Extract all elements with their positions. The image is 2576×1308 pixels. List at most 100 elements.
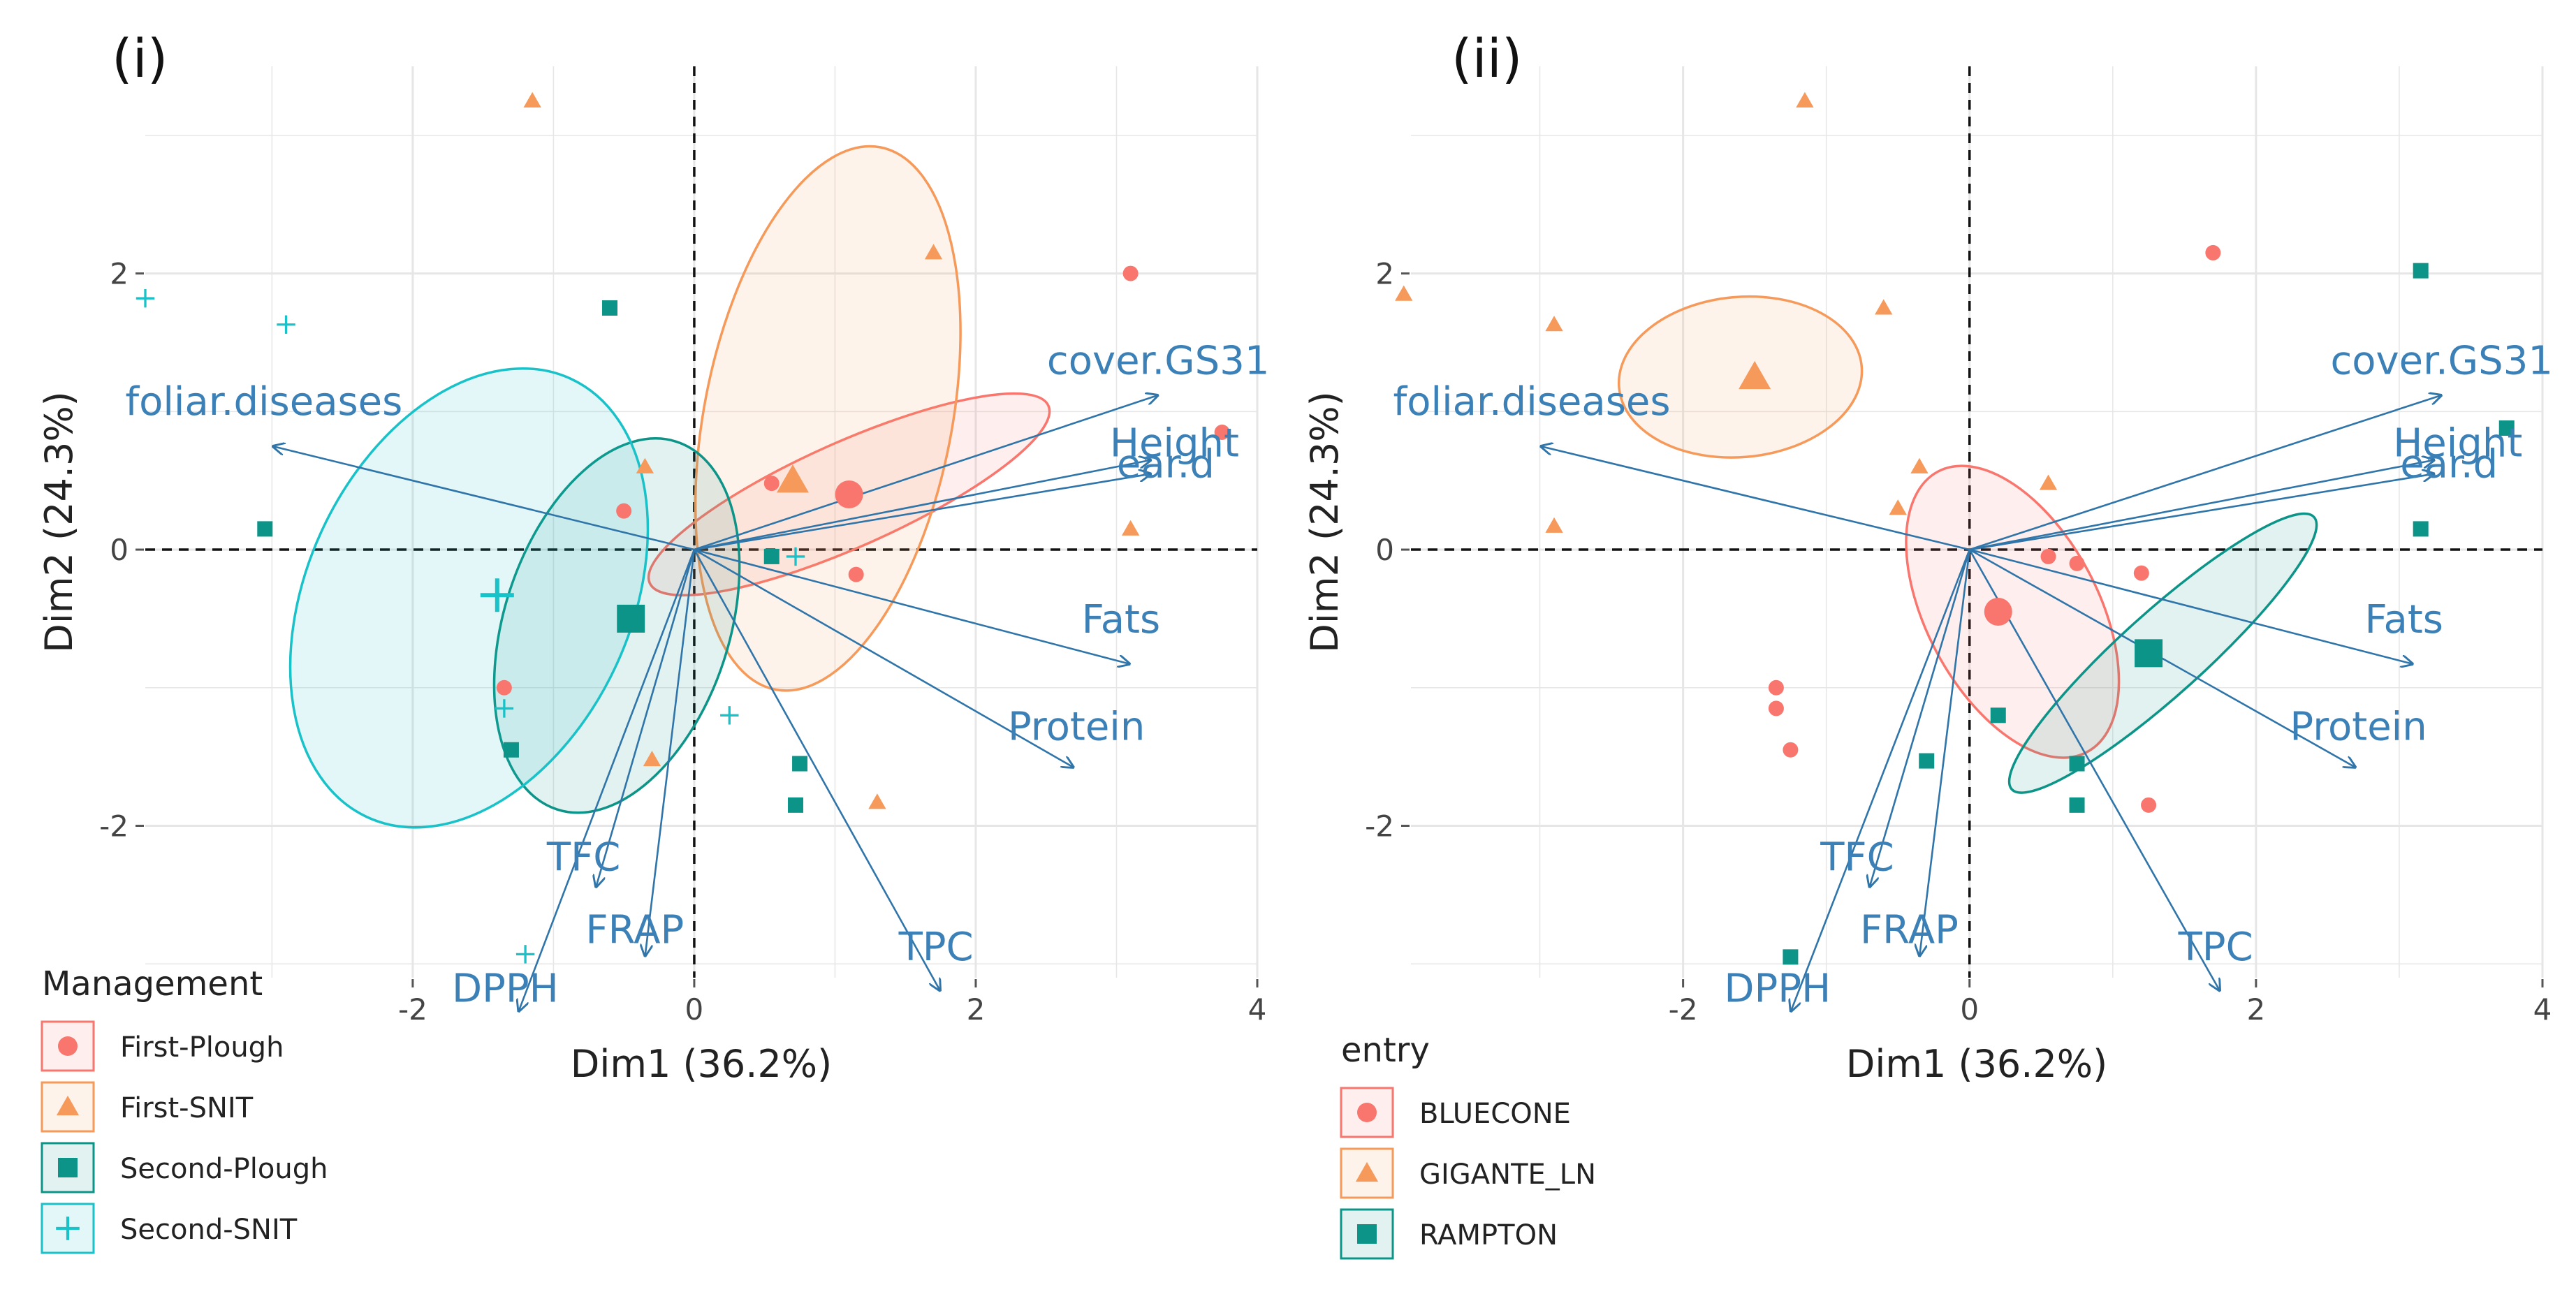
point-second-snit — [495, 699, 514, 718]
centroid-gigante-ln — [1739, 360, 1771, 390]
variable-label-protein: Protein — [1008, 704, 1145, 749]
point-second-plough — [792, 756, 808, 772]
point-first-plough — [763, 476, 780, 492]
variable-label-ear-d: ear.d — [1117, 441, 1215, 487]
x-tick-label: 0 — [1960, 992, 1979, 1027]
point-rampton — [1990, 707, 2006, 723]
ellipse-second-plough — [492, 437, 741, 814]
legend-label-bluecone: BLUECONE — [1419, 1098, 1571, 1130]
arrow-fats — [1969, 548, 2414, 664]
arrow-tpc — [693, 549, 941, 992]
point-rampton — [1783, 949, 1799, 965]
point-rampton — [2498, 420, 2515, 436]
y-tick-label: 0 — [110, 533, 129, 567]
arrow-cover-gs31 — [694, 395, 1159, 551]
point-gigante-ln — [1910, 457, 1929, 473]
point-second-snit — [277, 315, 295, 334]
confidence-ellipses — [1617, 295, 2318, 794]
variable-label-fats: Fats — [2364, 597, 2443, 642]
point-rampton — [2413, 263, 2429, 279]
point-second-plough — [503, 742, 519, 758]
variable-label-frap: FRAP — [1860, 907, 1959, 953]
variable-label-cover-gs31: cover.GS31 — [2330, 339, 2553, 384]
centroid-second-plough — [617, 604, 645, 633]
legend-symbol-second-plough — [58, 1158, 78, 1177]
point-bluecone — [2069, 555, 2085, 571]
arrow-dpph — [1790, 549, 1970, 1012]
y-tick-label: 0 — [1375, 533, 1394, 567]
panel-label: (ii) — [1451, 27, 1523, 89]
arrow-cover-gs31 — [1969, 395, 2443, 551]
point-bluecone — [1768, 679, 1784, 696]
point-second-plough — [788, 797, 804, 813]
data-points — [1395, 91, 2515, 965]
point-gigante-ln — [1875, 299, 1893, 315]
arrow-tfc — [596, 549, 696, 888]
variable-label-foliar-diseases: foliar.diseases — [1393, 379, 1671, 425]
point-gigante-ln — [2039, 474, 2058, 490]
variable-label-dpph: DPPH — [452, 966, 559, 1011]
ellipse-gigante-ln — [1617, 295, 1864, 459]
panel-label: (i) — [112, 27, 168, 89]
x-tick-label: -2 — [1669, 992, 1698, 1027]
point-second-snit — [136, 288, 155, 308]
point-gigante-ln — [1889, 499, 1907, 515]
legend-symbol-first-snit — [56, 1095, 80, 1116]
point-first-snit — [868, 793, 886, 809]
variable-label-tfc: TFC — [1820, 835, 1894, 880]
arrow-fats — [694, 548, 1131, 664]
ellipse-first-snit — [694, 145, 962, 692]
centroid-bluecone — [1984, 598, 2012, 626]
point-first-snit — [924, 244, 943, 260]
legend: entry BLUECONE GIGANTE_LN RAMPTON — [1340, 1031, 1596, 1260]
x-tick-label: 2 — [2247, 992, 2266, 1027]
legend-label-second-snit: Second-SNIT — [120, 1214, 298, 1246]
centroid-rampton — [2135, 639, 2163, 668]
x-tick-label: 2 — [967, 992, 986, 1027]
legend-symbol-gigante-ln — [1355, 1161, 1379, 1182]
x-axis-title: Dim1 (36.2%) — [1846, 1042, 2107, 1086]
point-first-plough — [496, 679, 512, 696]
point-second-plough — [602, 300, 618, 316]
point-gigante-ln — [1796, 91, 1814, 108]
y-tick-label: -2 — [1365, 809, 1394, 844]
confidence-ellipses — [288, 145, 1051, 829]
legend-symbol-first-plough — [58, 1036, 78, 1056]
point-second-plough — [257, 521, 273, 537]
legend-title: Management — [42, 964, 263, 1004]
y-tick-label: -2 — [99, 809, 129, 844]
data-points — [136, 91, 1230, 964]
point-gigante-ln — [1545, 517, 1563, 533]
legend-symbol-rampton — [1357, 1224, 1377, 1244]
ellipse-bluecone — [1905, 464, 2121, 759]
legend-label-first-plough: First-Plough — [120, 1031, 284, 1064]
point-first-plough — [616, 503, 632, 519]
variable-label-height: Height — [2393, 421, 2522, 466]
variable-label-fats: Fats — [1082, 597, 1161, 642]
legend-symbol-bluecone — [1357, 1103, 1377, 1122]
x-tick-label: 0 — [685, 992, 704, 1027]
point-gigante-ln — [1395, 285, 1413, 301]
arrow-ear-d — [694, 473, 1152, 551]
arrow-protein — [1969, 548, 2357, 767]
variable-label-tpc: TPC — [898, 925, 974, 970]
point-second-snit — [786, 547, 805, 566]
point-first-plough — [848, 566, 864, 582]
point-first-snit — [523, 91, 541, 108]
arrow-foliar-diseases — [272, 446, 695, 551]
variable-label-foliar-diseases: foliar.diseases — [125, 379, 402, 425]
arrow-dpph — [518, 549, 696, 1012]
point-second-plough — [763, 548, 780, 564]
panel-entry: -2 0 2 4 -2 0 2 Dim1 (36.2%) Dim2 (24.3%) (ii) cov… — [1303, 27, 2553, 1260]
arrow-height — [694, 460, 1152, 551]
x-axis-title: Dim1 (36.2%) — [571, 1042, 832, 1086]
legend-symbol-second-snit — [56, 1217, 80, 1240]
variable-label-frap: FRAP — [585, 907, 684, 953]
point-first-plough — [1214, 424, 1230, 440]
point-bluecone — [1783, 742, 1799, 758]
point-gigante-ln — [1545, 316, 1563, 332]
legend: Management First-Plough First-SNIT Second-P… — [41, 964, 328, 1254]
